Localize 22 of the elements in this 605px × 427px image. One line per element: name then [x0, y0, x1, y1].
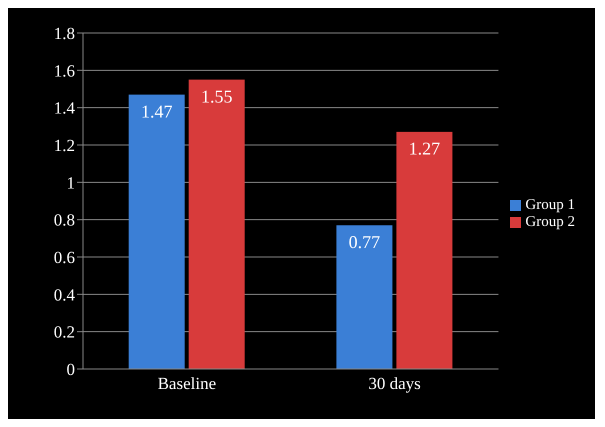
bar [128, 94, 185, 369]
x-tick-label: Baseline [158, 374, 216, 394]
y-tick-label: 1.4 [54, 98, 76, 118]
legend-label: Group 2 [525, 214, 575, 230]
bar [188, 80, 245, 369]
data-label: 1.47 [140, 101, 172, 122]
y-tick-label: 1.8 [54, 24, 75, 44]
legend-label: Group 1 [525, 196, 575, 212]
y-tick-label: 1.6 [54, 61, 75, 80]
x-tick-label: 30 days [368, 374, 421, 394]
y-tick-label: 1.2 [54, 136, 75, 156]
data-label: 1.55 [200, 86, 232, 106]
y-tick-label: 0 [66, 360, 75, 380]
bar [336, 225, 392, 369]
data-label: 0.77 [348, 232, 380, 252]
y-tick-label: 0.8 [54, 210, 75, 230]
y-tick-label: 1 [66, 173, 75, 192]
bar [396, 132, 452, 369]
y-tick-label: 0.2 [54, 322, 75, 342]
y-tick-label: 0.4 [54, 285, 76, 304]
y-tick-label: 0.6 [54, 248, 75, 268]
data-label: 1.27 [408, 138, 440, 159]
